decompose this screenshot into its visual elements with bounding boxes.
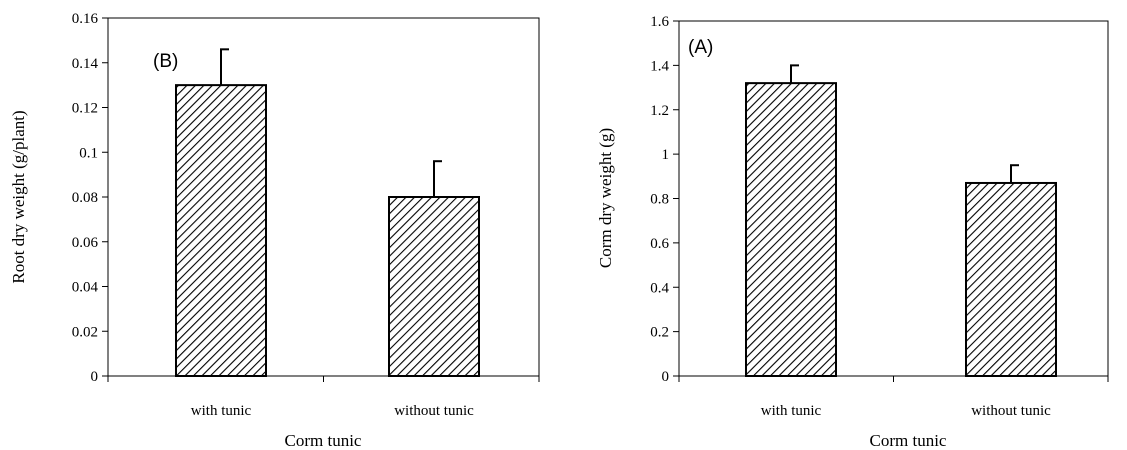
y-tick-label: 0.04 (72, 280, 99, 296)
y-tick-label: 1.6 (650, 14, 669, 30)
y-tick-label: 0.16 (72, 11, 99, 27)
root-weight-chart: (B) Root dry weight (g/plant) Corm tunic… (9, 11, 540, 450)
y-tick-label: 0.12 (72, 101, 98, 117)
y-tick-label: 0.06 (72, 235, 99, 251)
y-axis-title: Corm dry weight (g) (596, 128, 615, 268)
x-tick-label: without tunic (394, 403, 474, 419)
y-axis-title: Root dry weight (g/plant) (9, 110, 28, 283)
bar-with-tunic (745, 82, 837, 377)
y-axis-ticks: 0 0.02 0.04 0.06 0.08 0.1 0.12 0.14 0.16 (72, 11, 108, 385)
y-tick-label: 0.08 (72, 190, 98, 206)
y-tick-label: 0 (91, 369, 99, 385)
bar-series (175, 48, 480, 377)
y-tick-label: 0 (662, 369, 670, 385)
y-tick-label: 0.02 (72, 324, 98, 340)
panel-label: (A) (688, 37, 713, 58)
y-tick-label: 1 (662, 147, 670, 163)
bar-series (745, 64, 1057, 377)
y-axis-ticks: 0 0.2 0.4 0.6 0.8 1 1.2 1.4 1.6 (650, 14, 679, 385)
bar-without-tunic (965, 181, 1057, 377)
x-axis-title: Corm tunic (870, 431, 947, 450)
bar-without-tunic (388, 196, 480, 377)
y-tick-label: 0.4 (650, 280, 669, 296)
x-tick-label: with tunic (761, 403, 822, 419)
x-tick-label: with tunic (191, 403, 252, 419)
panel-label: (B) (153, 51, 178, 72)
y-tick-label: 0.8 (650, 192, 669, 208)
y-tick-label: 0.6 (650, 236, 669, 252)
x-axis-ticks: with tunic without tunic (107, 376, 540, 419)
y-tick-label: 0.14 (72, 56, 99, 72)
y-tick-label: 0.1 (79, 145, 98, 161)
y-tick-label: 1.2 (650, 103, 669, 119)
corm-weight-chart: (A) Corm dry weight (g) Corm tunic 00.20… (596, 14, 1109, 450)
bar-with-tunic (175, 84, 267, 377)
y-tick-label: 1.4 (650, 58, 669, 74)
x-axis-title: Corm tunic (285, 431, 362, 450)
y-tick-label: 0.2 (650, 325, 669, 341)
x-tick-label: without tunic (971, 403, 1051, 419)
x-axis-ticks: with tunic without tunic (678, 376, 1109, 419)
